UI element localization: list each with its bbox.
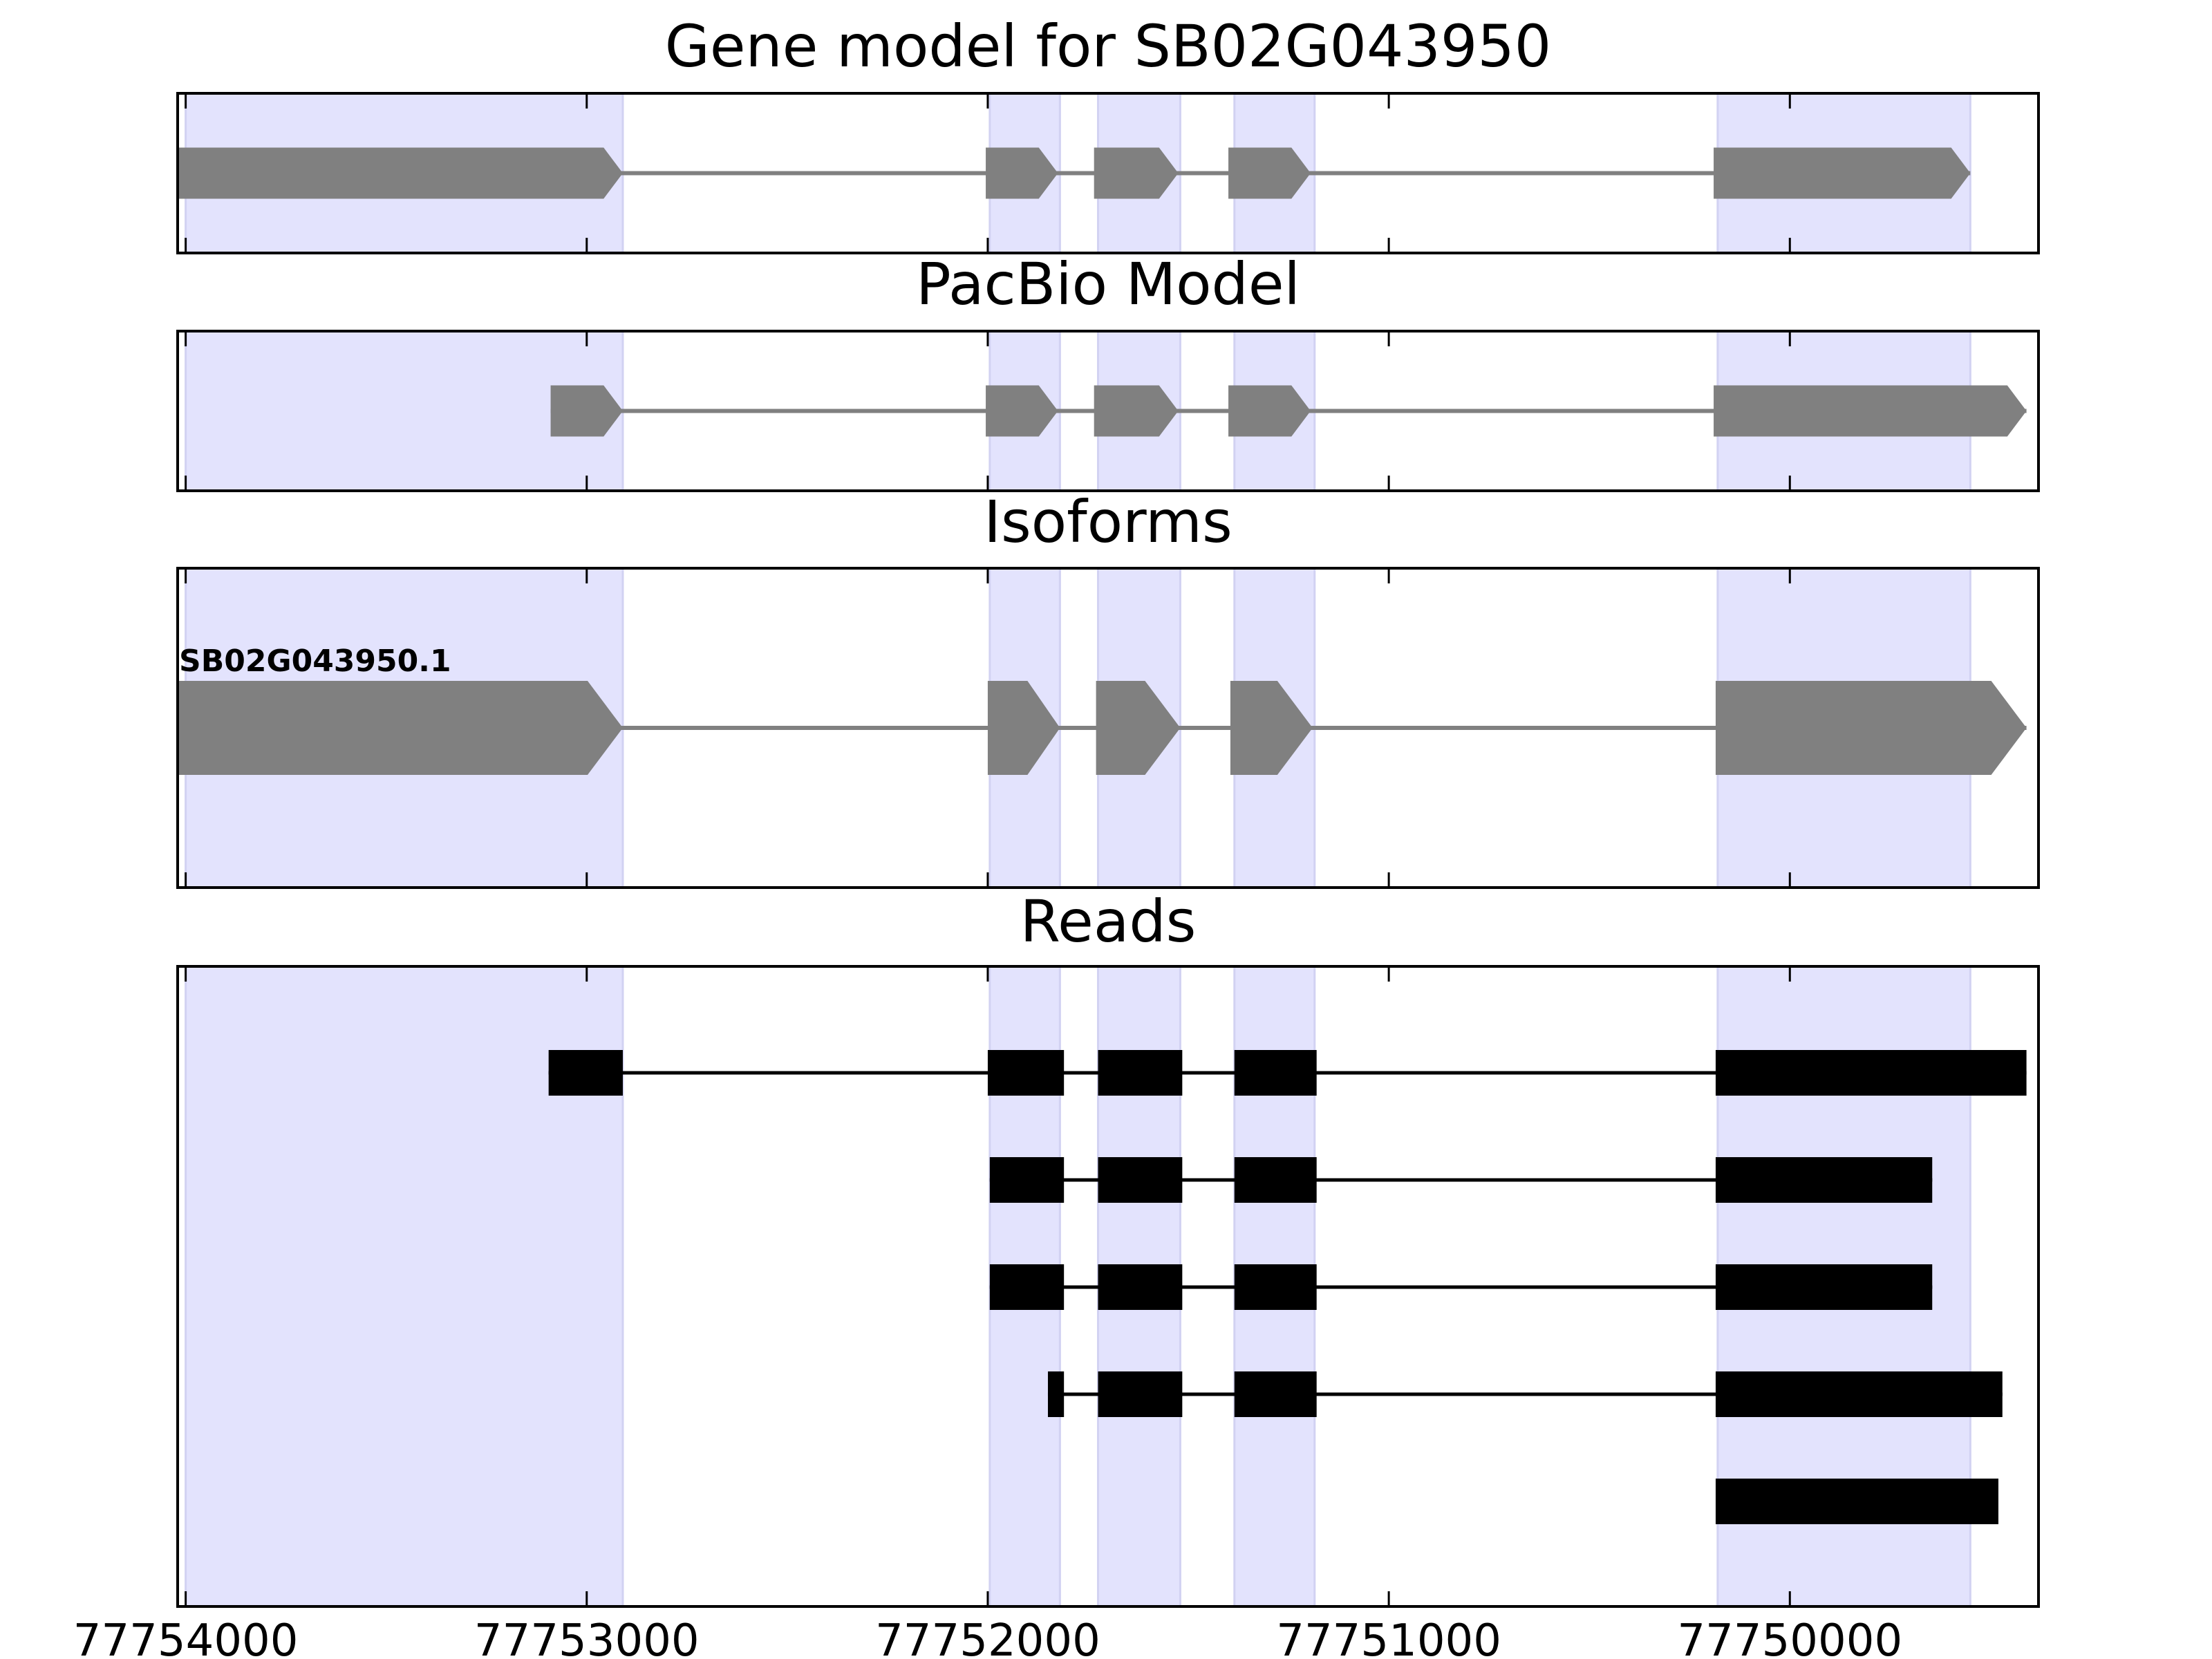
reads-title: Reads — [1020, 888, 1197, 955]
isoforms-panel: Isoforms SB02G043950.1 — [176, 488, 2040, 889]
read-block — [1715, 1157, 1933, 1203]
read-block — [1234, 1050, 1317, 1096]
exon — [1714, 147, 1971, 199]
read-block — [1715, 1371, 2003, 1417]
read-block — [1098, 1157, 1183, 1203]
exon — [1228, 385, 1311, 437]
x-tick-label: 77754000 — [73, 1615, 299, 1659]
pacbio-model-ticks — [185, 331, 1791, 491]
read-block — [1098, 1050, 1183, 1096]
exon — [986, 147, 1058, 199]
read-block — [1234, 1264, 1317, 1310]
exon — [178, 147, 623, 199]
x-tick-label: 77751000 — [1276, 1615, 1501, 1659]
reads-track — [185, 965, 2027, 1608]
exon — [1228, 147, 1311, 199]
exon — [1230, 681, 1313, 775]
pacbio-model-frame — [176, 330, 2040, 492]
isoforms-ticks — [185, 568, 1791, 888]
x-tick-label: 77752000 — [875, 1615, 1100, 1659]
gene-model-panel: Gene model for SB02G043950 — [176, 12, 2040, 254]
pacbio-model-track — [185, 330, 2027, 492]
exon — [987, 681, 1060, 775]
pacbio-model-panel: PacBio Model — [176, 250, 2040, 492]
read-block — [1047, 1371, 1065, 1417]
highlight-region — [185, 330, 624, 492]
exon — [1096, 681, 1181, 775]
reads-frame — [176, 965, 2040, 1608]
read-block — [989, 1157, 1065, 1203]
gene-model-ticks — [185, 93, 1791, 253]
read-block — [1715, 1479, 1998, 1524]
reads-ticks — [185, 966, 1791, 1606]
exon — [550, 385, 623, 437]
gene-model-track — [178, 92, 1971, 254]
read-block — [989, 1264, 1065, 1310]
exon — [1714, 385, 2027, 437]
read-block — [1098, 1264, 1183, 1310]
read-block — [1234, 1157, 1317, 1203]
exon — [986, 385, 1058, 437]
gene-model-frame — [176, 92, 2040, 254]
x-tick-label: 77750000 — [1677, 1615, 1902, 1659]
isoform-label: SB02G043950.1 — [179, 644, 451, 679]
exon — [1094, 385, 1179, 437]
reads-panel: Reads — [176, 888, 2040, 1608]
read-block — [987, 1050, 1065, 1096]
read-block — [1715, 1264, 1933, 1310]
exon — [178, 681, 623, 775]
exon — [1715, 681, 2027, 775]
read-block — [1234, 1371, 1317, 1417]
isoforms-track: SB02G043950.1 — [178, 567, 2027, 889]
isoforms-frame — [176, 567, 2040, 889]
x-tick-label: 77753000 — [474, 1615, 700, 1659]
read-block — [1098, 1371, 1183, 1417]
gene-model-title: Gene model for SB02G043950 — [665, 12, 1551, 80]
read-block — [1715, 1050, 2027, 1096]
exon — [1094, 147, 1179, 199]
read-block — [548, 1050, 623, 1096]
x-axis-labels: 77754000 77753000 77752000 77751000 77750000 — [73, 1615, 1902, 1659]
pacbio-model-title: PacBio Model — [916, 250, 1300, 318]
isoforms-title: Isoforms — [984, 488, 1232, 556]
